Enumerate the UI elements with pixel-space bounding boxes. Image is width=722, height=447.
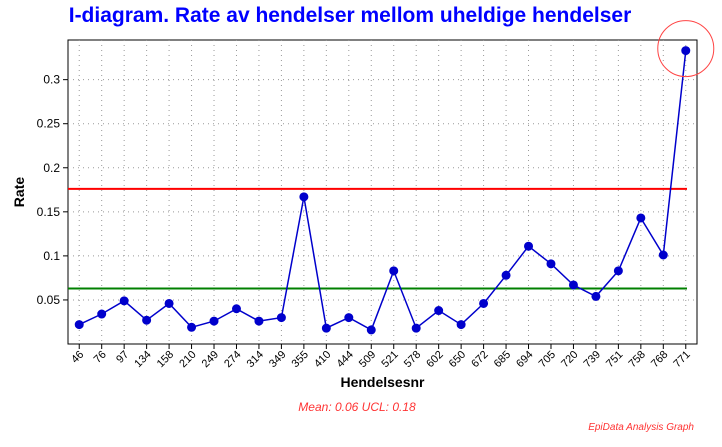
data-point [636,213,646,223]
x-tick-label: 771 [671,349,692,370]
data-point [344,313,354,323]
data-point [254,316,264,326]
data-point [187,322,197,332]
x-tick-label: 685 [492,349,513,370]
y-tick-label: 0.2 [43,161,60,175]
data-point [658,250,668,260]
data-point [299,192,309,202]
data-point [568,280,578,290]
series-line [78,50,687,331]
y-tick-label: 0.25 [37,117,61,131]
y-tick-label: 0.1 [43,249,60,263]
data-point [231,304,241,314]
x-axis-label: Hendelsesnr [340,374,425,390]
data-point [97,309,107,319]
highlight-circle [657,20,715,78]
x-tick-label: 720 [559,349,580,370]
stats-text: Mean: 0.06 UCL: 0.18 [298,400,416,414]
x-tick-label: 509 [357,349,378,370]
x-tick-label: 134 [132,349,153,370]
data-point [119,296,129,306]
x-tick-label: 672 [469,349,490,370]
chart-title: I-diagram. Rate av hendelser mellom uhel… [68,4,632,27]
x-tick-label: 694 [514,349,535,370]
data-point [411,323,421,333]
x-tick-label: 444 [334,349,355,370]
x-tick-label: 521 [379,349,400,370]
x-tick-label: 650 [447,349,468,370]
x-tick-label: 739 [582,349,603,370]
data-point [321,323,331,333]
plot-frame [67,39,698,345]
data-point [74,320,84,330]
data-point [142,315,152,325]
y-axis-label: Rate [11,177,27,208]
watermark: EpiData Analysis Graph [588,422,694,433]
x-tick-label: 768 [649,349,670,370]
data-point [613,266,623,276]
x-tick-label: 355 [290,349,311,370]
y-tick-label: 0.15 [37,205,61,219]
x-tick-label: 274 [222,349,243,370]
data-point [681,46,691,56]
data-point [276,313,286,323]
y-tick-label: 0.05 [37,293,61,307]
x-tick-label: 97 [114,349,131,366]
data-point [366,325,376,335]
data-point [479,298,489,308]
x-tick-label: 602 [424,349,445,370]
x-tick-label: 751 [604,349,625,370]
data-point [501,270,511,280]
x-tick-label: 758 [626,349,647,370]
x-tick-label: 76 [92,349,109,366]
data-point [434,306,444,316]
data-point [546,259,556,269]
x-tick-label: 46 [69,349,86,366]
x-tick-label: 705 [537,349,558,370]
data-point [591,291,601,301]
y-tick-label: 0.3 [43,73,60,87]
x-tick-label: 249 [200,349,221,370]
data-point [524,241,534,251]
x-tick-label: 210 [177,349,198,370]
data-point [164,298,174,308]
x-tick-label: 410 [312,349,333,370]
data-point [389,266,399,276]
data-point [456,320,466,330]
x-tick-label: 349 [267,349,288,370]
x-tick-label: 314 [245,349,266,370]
x-tick-label: 578 [402,349,423,370]
x-tick-label: 158 [155,349,176,370]
data-point [209,316,219,326]
